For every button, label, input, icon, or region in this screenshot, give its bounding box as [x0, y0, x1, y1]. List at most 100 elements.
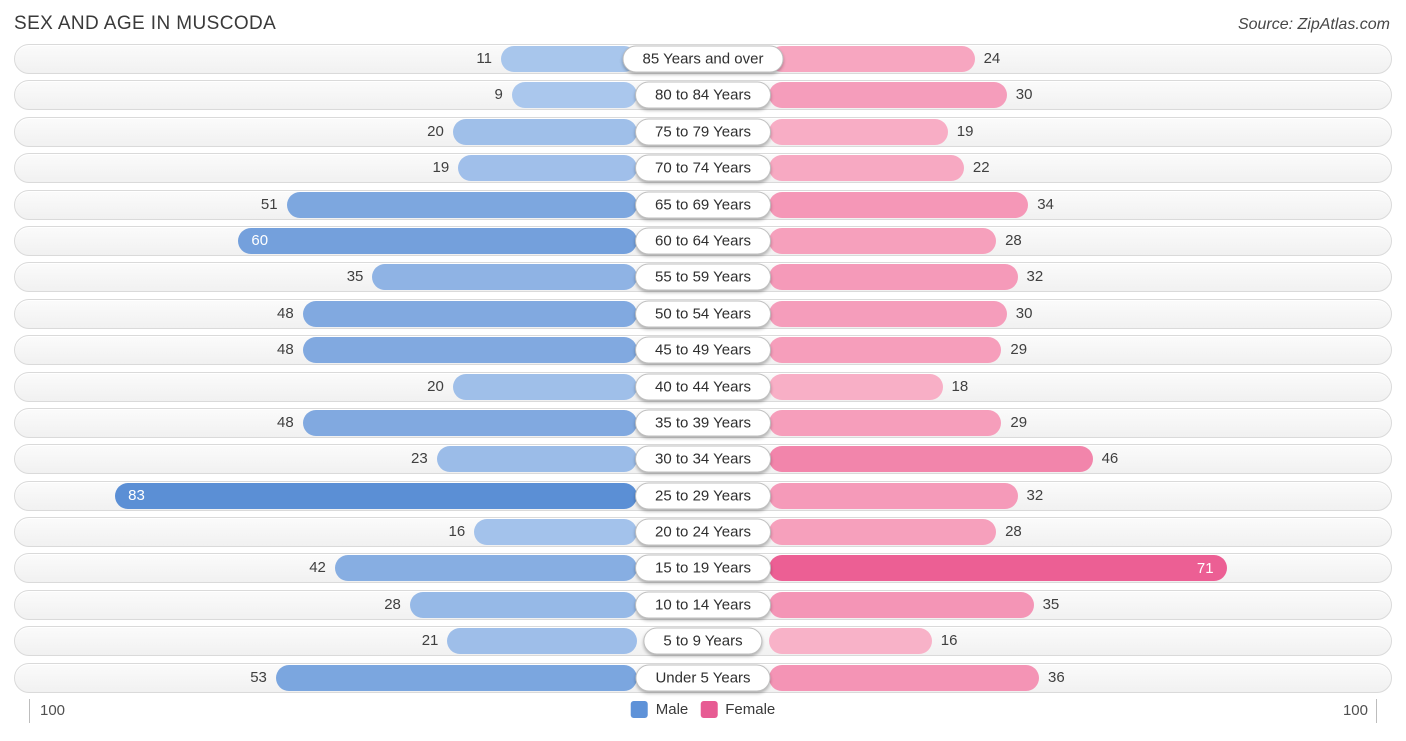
- male-bar: [458, 155, 637, 182]
- female-swatch-icon: [700, 700, 718, 718]
- female-bar: [769, 191, 1029, 218]
- page-title: SEX AND AGE IN MUSCODA: [14, 13, 277, 34]
- legend-female-label: Female: [725, 700, 776, 718]
- age-label-pill: 80 to 84 Years: [635, 81, 771, 109]
- female-value-label: 32: [1026, 486, 1044, 504]
- female-value-label: 36: [1048, 668, 1065, 686]
- age-label-pill: 55 to 59 Years: [635, 263, 771, 291]
- age-label-pill: 45 to 49 Years: [635, 336, 771, 364]
- male-value-label: 48: [277, 413, 294, 431]
- age-label-pill: 75 to 79 Years: [635, 118, 771, 146]
- male-value-label: 16: [448, 523, 466, 541]
- pyramid-chart: 11 24 85 Years and over 9 30 80 to 84 Years 20…: [0, 35, 1406, 693]
- male-bar: [452, 373, 637, 400]
- female-bar: 71: [769, 555, 1227, 582]
- axis-max-left: 100: [40, 701, 66, 719]
- age-row: 20 19 75 to 79 Years: [14, 116, 1392, 147]
- female-value-label: 29: [1010, 341, 1028, 359]
- age-row: 48 29 35 to 39 Years: [14, 407, 1392, 438]
- age-row: 32 83 25 to 29 Years: [14, 480, 1392, 511]
- age-label-pill: 10 to 14 Years: [635, 591, 771, 619]
- pyramid-rows: 11 24 85 Years and over 9 30 80 to 84 Years 20…: [14, 44, 1392, 693]
- male-value-label: 48: [277, 304, 294, 322]
- male-swatch-icon: [630, 700, 648, 718]
- female-bar: [769, 446, 1093, 473]
- female-bar: [769, 628, 932, 655]
- age-label-pill: 60 to 64 Years: [635, 227, 771, 255]
- female-value-label: 34: [1037, 195, 1054, 213]
- male-bar: [447, 628, 637, 655]
- male-value-label: 23: [411, 450, 428, 468]
- female-value-label: 16: [940, 632, 958, 650]
- age-label-pill: 35 to 39 Years: [635, 409, 771, 437]
- male-bar: [452, 118, 637, 145]
- female-bar: [769, 300, 1007, 327]
- age-row: 20 18 40 to 44 Years: [14, 371, 1392, 402]
- female-value-label: 24: [983, 50, 1001, 67]
- age-row: 16 28 20 to 24 Years: [14, 517, 1392, 548]
- female-bar: [769, 227, 997, 254]
- female-bar: [769, 373, 943, 400]
- male-value-label: 42: [309, 559, 326, 577]
- male-value-label: 9: [494, 86, 503, 104]
- female-value-label: 18: [951, 377, 969, 395]
- female-bar: [769, 264, 1018, 291]
- age-label-pill: 85 Years and over: [622, 45, 784, 73]
- male-value-label: 48: [277, 341, 294, 359]
- male-bar: [302, 337, 637, 364]
- female-bar: [769, 337, 1002, 364]
- male-bar: [409, 591, 637, 618]
- female-bar: [769, 664, 1039, 691]
- male-bar: [286, 191, 637, 218]
- male-bar: [334, 555, 637, 582]
- axis-max-right: 100: [1342, 701, 1368, 719]
- female-bar: [769, 118, 948, 145]
- age-label-pill: 65 to 69 Years: [635, 191, 771, 219]
- source-attribution: Source: ZipAtlas.com: [1237, 16, 1390, 33]
- age-row: 51 34 65 to 69 Years: [14, 189, 1392, 220]
- male-value-label: 83: [128, 487, 145, 505]
- female-bar: [769, 82, 1007, 109]
- female-value-label: 19: [956, 122, 974, 140]
- female-value-label: 46: [1101, 450, 1119, 468]
- age-row: 28 35 10 to 14 Years: [14, 589, 1392, 620]
- male-value-label: 60: [251, 232, 269, 250]
- female-value-label: 28: [1005, 523, 1022, 541]
- legend-male-label: Male: [655, 700, 689, 718]
- age-label-pill: 30 to 34 Years: [635, 445, 771, 473]
- male-value-label: 53: [250, 668, 267, 686]
- female-value-label: 22: [972, 159, 990, 177]
- age-row: 23 46 30 to 34 Years: [14, 444, 1392, 475]
- female-value-label: 29: [1010, 413, 1028, 431]
- male-value-label: 20: [427, 377, 444, 395]
- age-label-pill: 20 to 24 Years: [635, 518, 771, 546]
- legend: Male Female: [625, 700, 782, 718]
- female-bar: [769, 409, 1002, 436]
- female-value-label: 35: [1042, 595, 1060, 613]
- age-row: 19 22 70 to 74 Years: [14, 153, 1392, 184]
- age-row: 48 29 45 to 49 Years: [14, 335, 1392, 366]
- age-label-pill: 25 to 29 Years: [635, 482, 771, 510]
- female-value-label: 30: [1015, 304, 1033, 322]
- male-bar: [302, 300, 637, 327]
- chart-header: SEX AND AGE IN MUSCODA Source: ZipAtlas.…: [0, 0, 1406, 35]
- age-label-pill: 15 to 19 Years: [635, 554, 771, 582]
- male-value-label: 35: [346, 268, 364, 286]
- female-bar: [769, 482, 1018, 509]
- male-bar: [511, 82, 637, 109]
- male-value-label: 11: [476, 50, 492, 67]
- female-bar: [769, 155, 964, 182]
- female-value-label: 32: [1026, 268, 1044, 286]
- legend-item-male: Male: [630, 700, 689, 718]
- female-value-label: 28: [1005, 231, 1022, 249]
- male-bar: [372, 264, 637, 291]
- female-value-label: 71: [1196, 559, 1214, 577]
- age-label-pill: Under 5 Years: [635, 664, 771, 692]
- male-bar: 83: [115, 482, 637, 509]
- female-value-label: 30: [1015, 86, 1033, 104]
- male-bar: [275, 664, 637, 691]
- age-label-pill: 50 to 54 Years: [635, 300, 771, 328]
- male-bar: [474, 519, 637, 546]
- age-row: 28 60 60 to 64 Years: [14, 225, 1392, 256]
- male-value-label: 51: [260, 195, 278, 213]
